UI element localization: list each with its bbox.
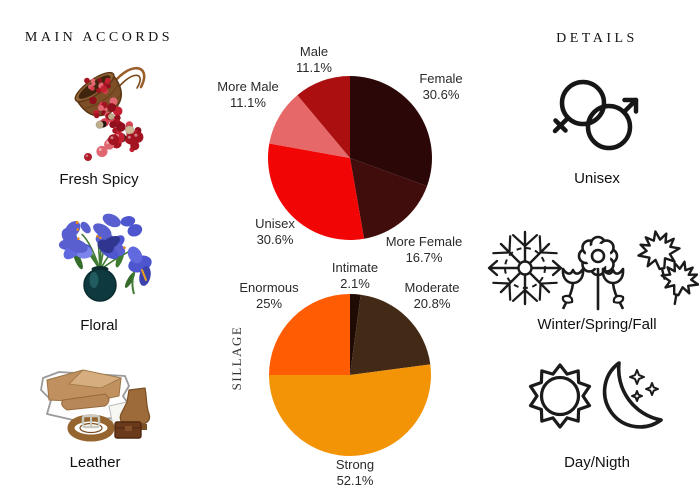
pie-label-more-female-pct: 16.7% bbox=[405, 250, 443, 265]
pie-label-female-pct: 30.6% bbox=[422, 87, 460, 102]
pie-slice-strong bbox=[269, 364, 431, 456]
pie-slice-enormous bbox=[269, 294, 350, 375]
pie-label-unisex-name: Unisex bbox=[255, 216, 295, 231]
pie-label-strong-name: Strong bbox=[335, 457, 375, 472]
pie-label-more-male-pct: 11.1% bbox=[230, 95, 266, 110]
pie-slice-more-female bbox=[350, 158, 428, 239]
pie-label-moderate: Moderate 20.8% bbox=[390, 280, 474, 312]
pie-label-moderate-name: Moderate bbox=[404, 280, 460, 295]
pie-label-more-female: More Female 16.7% bbox=[377, 234, 471, 266]
pie-slice-male bbox=[297, 76, 350, 158]
seasons-icon bbox=[487, 230, 699, 311]
pie-label-male-pct: 11.1% bbox=[296, 60, 332, 75]
pie-label-strong: Strong 52.1% bbox=[315, 457, 395, 489]
pie-slice-moderate bbox=[350, 294, 431, 375]
pie-label-intimate-name: Intimate bbox=[331, 260, 379, 275]
pie-label-more-male-name: More Male bbox=[217, 79, 279, 94]
pie-label-moderate-pct: 20.8% bbox=[413, 296, 451, 311]
pie-label-enormous: Enormous 25% bbox=[227, 280, 311, 312]
pie-label-enormous-name: Enormous bbox=[239, 280, 299, 295]
accord-label-floral: Floral bbox=[80, 317, 118, 334]
detail-label-unisex: Unisex bbox=[574, 170, 620, 187]
pie-label-enormous-pct: 25% bbox=[255, 296, 283, 311]
sillage-axis-label: SILLAGE bbox=[229, 325, 244, 391]
pie-label-male-name: Male bbox=[299, 44, 329, 59]
accord-label-fresh-spicy: Fresh Spicy bbox=[59, 171, 139, 188]
detail-label-daynight: Day/Nigth bbox=[564, 454, 630, 471]
pie-label-unisex-pct: 30.6% bbox=[256, 232, 294, 247]
pie-label-unisex: Unisex 30.6% bbox=[235, 216, 315, 248]
details-title: DETAILS bbox=[556, 31, 638, 46]
pie-label-female: Female 30.6% bbox=[399, 71, 483, 103]
pie-label-intimate: Intimate 2.1% bbox=[315, 260, 395, 292]
pie-label-intimate-pct: 2.1% bbox=[340, 276, 370, 291]
sillage-pie-chart bbox=[269, 294, 431, 456]
pie-slice-more-male bbox=[269, 95, 350, 158]
detail-label-seasons: Winter/Spring/Fall bbox=[537, 316, 657, 333]
pie-slice-unisex bbox=[268, 143, 365, 240]
pie-label-more-female-name: More Female bbox=[385, 234, 463, 249]
leather-image bbox=[40, 369, 151, 442]
fresh-spicy-image bbox=[74, 66, 146, 161]
unisex-gender-icon bbox=[552, 79, 639, 151]
pie-slice-female bbox=[350, 76, 432, 187]
pie-label-female-name: Female bbox=[419, 71, 463, 86]
pie-slice-intimate bbox=[350, 294, 361, 375]
pie-label-strong-pct: 52.1% bbox=[336, 473, 374, 488]
main-accords-title: MAIN ACCORDS bbox=[24, 30, 174, 45]
gender-pie-chart bbox=[268, 76, 432, 240]
floral-image bbox=[58, 213, 152, 302]
day-night-icon bbox=[528, 361, 663, 429]
pie-label-male: Male 11.1% bbox=[274, 44, 354, 76]
accord-label-leather: Leather bbox=[69, 454, 121, 471]
pie-label-more-male: More Male 11.1% bbox=[203, 79, 293, 111]
